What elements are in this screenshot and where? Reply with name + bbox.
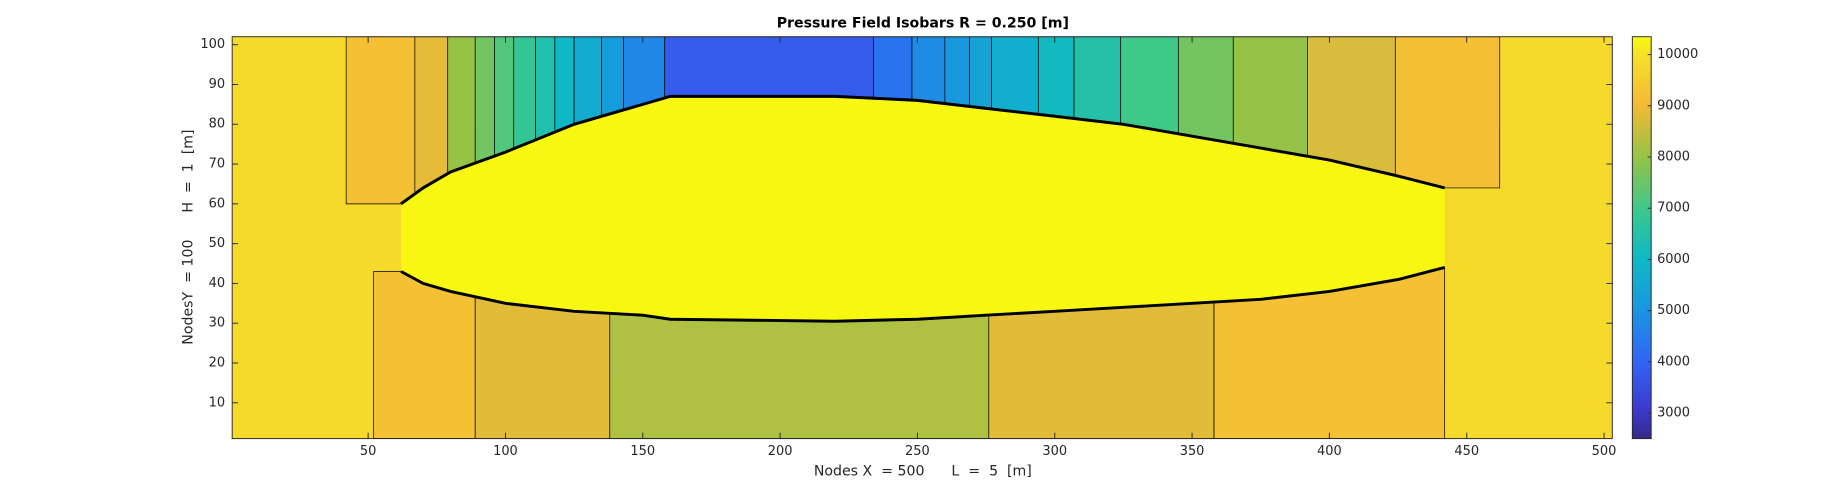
colorbar-tick-label: 6000 (1657, 252, 1690, 267)
isobar-region (969, 36, 992, 110)
isobar-region (474, 296, 611, 439)
colorbar (1631, 36, 1652, 440)
isobar-region (1394, 36, 1501, 189)
isobar-region (1177, 36, 1234, 144)
hull-region (401, 96, 1445, 322)
isobar-region (991, 36, 1039, 115)
x-tick-label: 300 (1042, 444, 1067, 459)
x-tick-label: 150 (630, 444, 655, 459)
hull-upper-edge (400, 94, 1446, 206)
y-axis-label: NodesY = 100 H = 1 [m] (181, 129, 197, 344)
chart-title: Pressure Field Isobars R = 0.250 [m] (777, 16, 1069, 32)
isobar-region (494, 36, 515, 157)
x-tick-label: 100 (493, 444, 518, 459)
colorbar-tick-label: 4000 (1657, 354, 1690, 369)
isobar-region (873, 36, 913, 101)
y-tick-label: 100 (200, 37, 225, 52)
isobar-region (414, 36, 449, 195)
axes-box (231, 36, 1613, 440)
isobar-region (345, 36, 416, 205)
y-tick-label: 60 (209, 196, 225, 211)
isobar-region (911, 36, 946, 104)
isobar-region (535, 36, 556, 141)
y-tick-label: 30 (209, 316, 225, 331)
colorbar-tick-label: 8000 (1657, 150, 1690, 165)
colorbar-tick-label: 3000 (1657, 406, 1690, 421)
isobar-region (474, 36, 495, 164)
x-tick-label: 400 (1317, 444, 1342, 459)
x-tick-label: 50 (360, 444, 376, 459)
isobar-region (1120, 36, 1179, 135)
colorbar-tick-label: 10000 (1657, 47, 1698, 62)
isobar-region (554, 36, 575, 133)
y-tick-label: 10 (209, 395, 225, 410)
y-tick-label: 20 (209, 356, 225, 371)
isobar-region (513, 36, 537, 150)
isobar-region (664, 36, 874, 99)
isobar-region (373, 271, 476, 439)
isobar-region (601, 36, 624, 117)
isobar-region (1307, 36, 1396, 176)
hull-lower-edge (400, 266, 1446, 323)
x-axis-label: Nodes X = 500 L = 5 [m] (814, 464, 1032, 480)
isobar-region (1232, 36, 1308, 157)
isobar-region (1037, 36, 1075, 119)
y-tick-label: 40 (209, 276, 225, 291)
plot-area (232, 36, 1613, 439)
colorbar-tick-label: 5000 (1657, 303, 1690, 318)
x-tick-label: 250 (905, 444, 930, 459)
x-tick-label: 200 (768, 444, 793, 459)
y-tick-label: 80 (209, 117, 225, 132)
y-tick-label: 90 (209, 77, 225, 92)
y-tick-label: 50 (209, 236, 225, 251)
isobar-region (447, 36, 476, 175)
y-tick-label: 70 (209, 157, 225, 172)
x-tick-label: 500 (1592, 444, 1617, 459)
colorbar-tick-label: 7000 (1657, 201, 1690, 216)
isobar-region (988, 301, 1215, 439)
isobar-region (1073, 36, 1122, 125)
colorbar-tick-label: 9000 (1657, 98, 1690, 113)
isobar-region (573, 36, 602, 125)
x-tick-label: 450 (1454, 444, 1479, 459)
x-tick-label: 350 (1180, 444, 1205, 459)
isobar-region (944, 36, 970, 107)
isobar-region (609, 312, 990, 439)
